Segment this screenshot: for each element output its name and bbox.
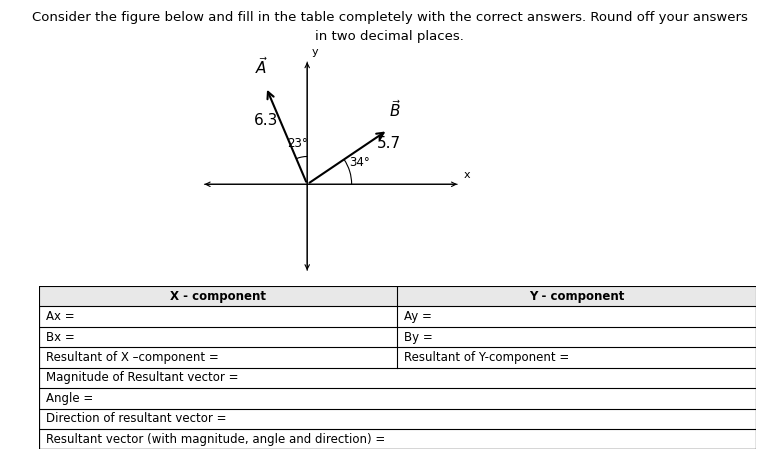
Text: Y - component: Y - component bbox=[529, 290, 624, 303]
Text: Resultant of X –component =: Resultant of X –component = bbox=[46, 351, 219, 364]
Text: y: y bbox=[312, 46, 318, 56]
Text: 23°: 23° bbox=[287, 137, 308, 149]
Text: Bx =: Bx = bbox=[46, 331, 75, 344]
Text: $\vec{A}$: $\vec{A}$ bbox=[256, 56, 269, 77]
Text: $\vec{B}$: $\vec{B}$ bbox=[390, 99, 401, 120]
Text: 6.3: 6.3 bbox=[254, 113, 279, 128]
Text: X - component: X - component bbox=[170, 290, 266, 303]
Text: Resultant vector (with magnitude, angle and direction) =: Resultant vector (with magnitude, angle … bbox=[46, 433, 386, 446]
Text: 5.7: 5.7 bbox=[377, 136, 401, 151]
Text: Angle =: Angle = bbox=[46, 392, 93, 405]
Text: in two decimal places.: in two decimal places. bbox=[315, 30, 464, 43]
Text: Ay =: Ay = bbox=[404, 310, 432, 323]
Bar bbox=[39, 286, 756, 306]
Text: x: x bbox=[464, 170, 471, 180]
Text: Consider the figure below and fill in the table completely with the correct answ: Consider the figure below and fill in th… bbox=[32, 11, 747, 25]
Text: 34°: 34° bbox=[349, 156, 369, 169]
Text: Ax =: Ax = bbox=[46, 310, 75, 323]
Text: Direction of resultant vector =: Direction of resultant vector = bbox=[46, 412, 227, 425]
Text: Magnitude of Resultant vector =: Magnitude of Resultant vector = bbox=[46, 371, 238, 385]
Text: Resultant of Y-component =: Resultant of Y-component = bbox=[404, 351, 569, 364]
Text: By =: By = bbox=[404, 331, 433, 344]
